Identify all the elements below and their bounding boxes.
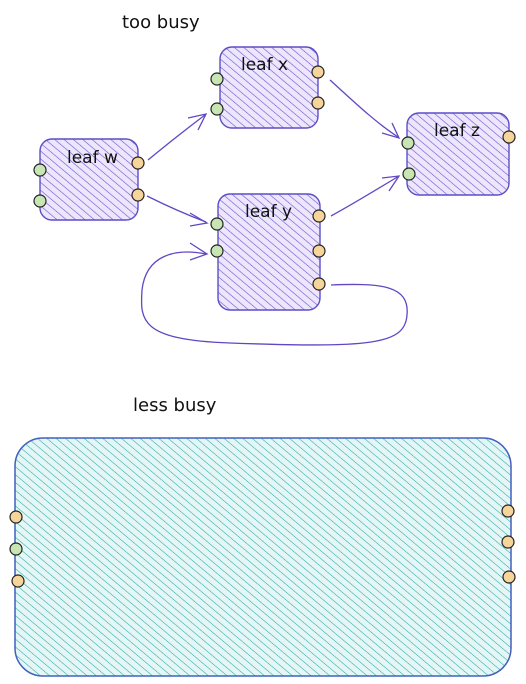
port-w-out-2[interactable] (131, 188, 145, 202)
port-y-out-3[interactable] (312, 277, 326, 291)
port-box-out-3[interactable] (502, 570, 516, 584)
port-y-in-1[interactable] (210, 217, 224, 231)
port-box-in-1[interactable] (9, 510, 23, 524)
edge-w-to-y-arrowhead (189, 212, 209, 227)
title-too-busy: too busy (122, 12, 200, 33)
edge-y-loop-arrowhead (189, 242, 209, 261)
port-y-out-1[interactable] (312, 209, 326, 223)
port-box-out-1[interactable] (501, 504, 515, 518)
node-leaf-y[interactable]: leaf y (210, 193, 326, 311)
edge-x-to-z-arrowhead (381, 122, 401, 140)
port-x-out-2[interactable] (311, 96, 325, 110)
port-x-in-1[interactable] (210, 72, 224, 86)
node-leaf-z-label: leaf z (434, 121, 480, 141)
node-combined-box[interactable] (9, 437, 516, 677)
port-w-out-1[interactable] (131, 156, 145, 170)
port-w-in-2[interactable] (33, 194, 47, 208)
edge-w-to-x-arrowhead (187, 113, 208, 131)
node-leaf-w[interactable]: leaf w (33, 138, 145, 221)
port-box-out-2[interactable] (501, 535, 515, 549)
port-z-in-1[interactable] (401, 136, 415, 150)
edges (140, 79, 408, 346)
edge-y-to-z (330, 175, 400, 217)
node-leaf-x[interactable]: leaf x (210, 46, 325, 129)
edge-w-to-y (146, 195, 207, 223)
node-leaf-w-label: leaf w (67, 148, 118, 168)
node-leaf-z[interactable]: leaf z (401, 112, 516, 196)
node-leaf-x-label: leaf x (241, 55, 288, 75)
port-x-out-1[interactable] (311, 65, 325, 79)
port-y-out-2[interactable] (312, 244, 326, 258)
edge-y-to-z-arrowhead (381, 175, 401, 192)
node-leaf-y-label: leaf y (245, 202, 292, 222)
port-x-in-2[interactable] (210, 102, 224, 116)
edge-y-loop-back (140, 251, 408, 346)
title-less-busy: less busy (133, 395, 217, 416)
port-z-in-2[interactable] (402, 167, 416, 181)
port-box-in-3[interactable] (11, 574, 25, 588)
port-w-in-1[interactable] (33, 163, 47, 177)
edge-w-to-x (147, 114, 206, 161)
port-y-in-2[interactable] (210, 244, 224, 258)
edge-x-to-z (329, 79, 399, 138)
port-box-in-2[interactable] (9, 542, 23, 556)
port-z-out-1[interactable] (502, 130, 516, 144)
